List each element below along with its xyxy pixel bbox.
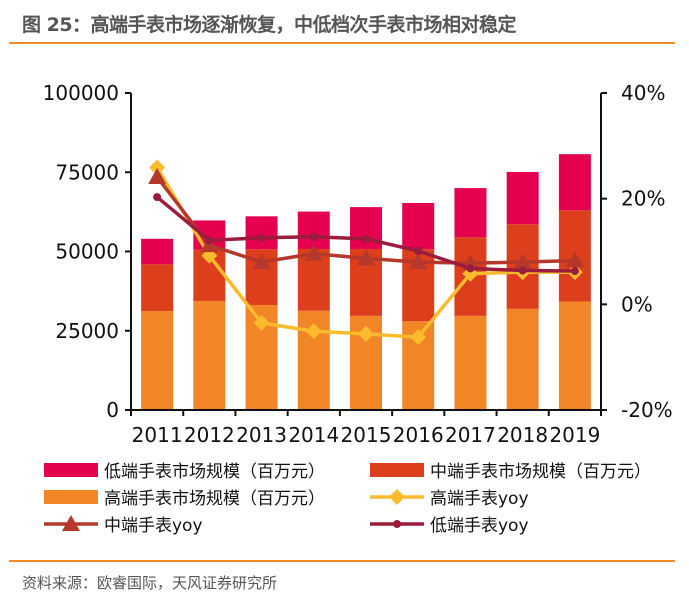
yoy-marker	[513, 253, 532, 270]
legend-label: 中端手表市场规模（百万元）	[430, 462, 651, 482]
x-tick-label: 2019	[549, 423, 600, 447]
bar-segment	[454, 315, 487, 410]
x-tick-label: 2018	[497, 423, 548, 447]
yoy-marker	[253, 314, 270, 331]
x-tick-label: 2012	[184, 423, 235, 447]
yoy-marker	[362, 234, 370, 243]
yoy-marker	[148, 168, 167, 185]
bar-segment	[558, 154, 591, 211]
x-tick-label: 2013	[236, 423, 287, 447]
yoy-marker	[518, 266, 527, 275]
bar-segment	[245, 216, 278, 250]
yoy-marker	[357, 249, 375, 266]
legend-bar-swatch	[370, 463, 424, 477]
title-divider	[9, 42, 675, 44]
source-divider	[9, 560, 675, 562]
right-tick-label: -20%	[621, 398, 673, 422]
left-tick-label: 100000	[43, 81, 119, 105]
bar-segment	[297, 211, 330, 249]
legend-marker	[393, 520, 401, 528]
legend-label: 中端手表yoy	[104, 516, 203, 536]
yoy-marker	[466, 264, 475, 273]
bar-segment	[558, 301, 591, 410]
legend-label: 高端手表yoy	[430, 489, 529, 509]
legend-marker	[389, 489, 405, 505]
yoy-marker	[149, 159, 166, 176]
legend-bar-swatch	[44, 490, 98, 504]
yoy-marker	[414, 246, 423, 255]
legend-label: 低端手表yoy	[430, 516, 529, 536]
yoy-marker	[409, 253, 428, 270]
bar-segment	[402, 202, 435, 250]
yoy-marker	[153, 193, 162, 202]
yoy-marker	[570, 267, 579, 276]
bar-segment	[454, 188, 487, 238]
yoy-marker	[257, 233, 266, 242]
bar-segment	[141, 264, 174, 312]
left-tick-label: 50000	[55, 240, 119, 264]
legend-bar-swatch	[44, 463, 98, 477]
legend-label: 高端手表市场规模（百万元）	[104, 489, 325, 509]
x-tick-label: 2014	[288, 423, 339, 447]
right-tick-label: 0%	[621, 292, 653, 316]
x-tick-label: 2011	[132, 423, 183, 447]
yoy-marker	[358, 325, 374, 342]
left-tick-label: 25000	[55, 319, 119, 343]
yoy-marker	[565, 251, 584, 268]
figure-title: 图 25：高端手表市场逐渐恢复，中低档次手表市场相对稳定	[22, 14, 517, 36]
x-tick-label: 2015	[341, 423, 392, 447]
yoy-marker	[252, 253, 271, 270]
yoy-marker	[309, 232, 318, 241]
left-tick-label: 75000	[55, 160, 119, 184]
source-note: 资料来源：欧睿国际，天风证券研究所	[22, 574, 278, 592]
legend-marker	[62, 515, 80, 531]
bar-segment	[141, 311, 174, 410]
yoy-marker	[304, 244, 323, 261]
x-tick-label: 2016	[393, 423, 444, 447]
legend-label: 低端手表市场规模（百万元）	[104, 462, 325, 482]
left-tick-label: 0	[106, 398, 119, 422]
bar-segment	[141, 238, 174, 265]
bar-segment	[193, 300, 226, 410]
bar-segment	[506, 171, 539, 225]
right-tick-label: 40%	[621, 81, 665, 105]
yoy-marker	[410, 329, 427, 346]
yoy-marker	[205, 236, 214, 245]
yoy-marker	[305, 323, 322, 340]
right-tick-label: 20%	[621, 187, 665, 211]
x-tick-label: 2017	[445, 423, 496, 447]
bar-segment	[506, 308, 539, 410]
